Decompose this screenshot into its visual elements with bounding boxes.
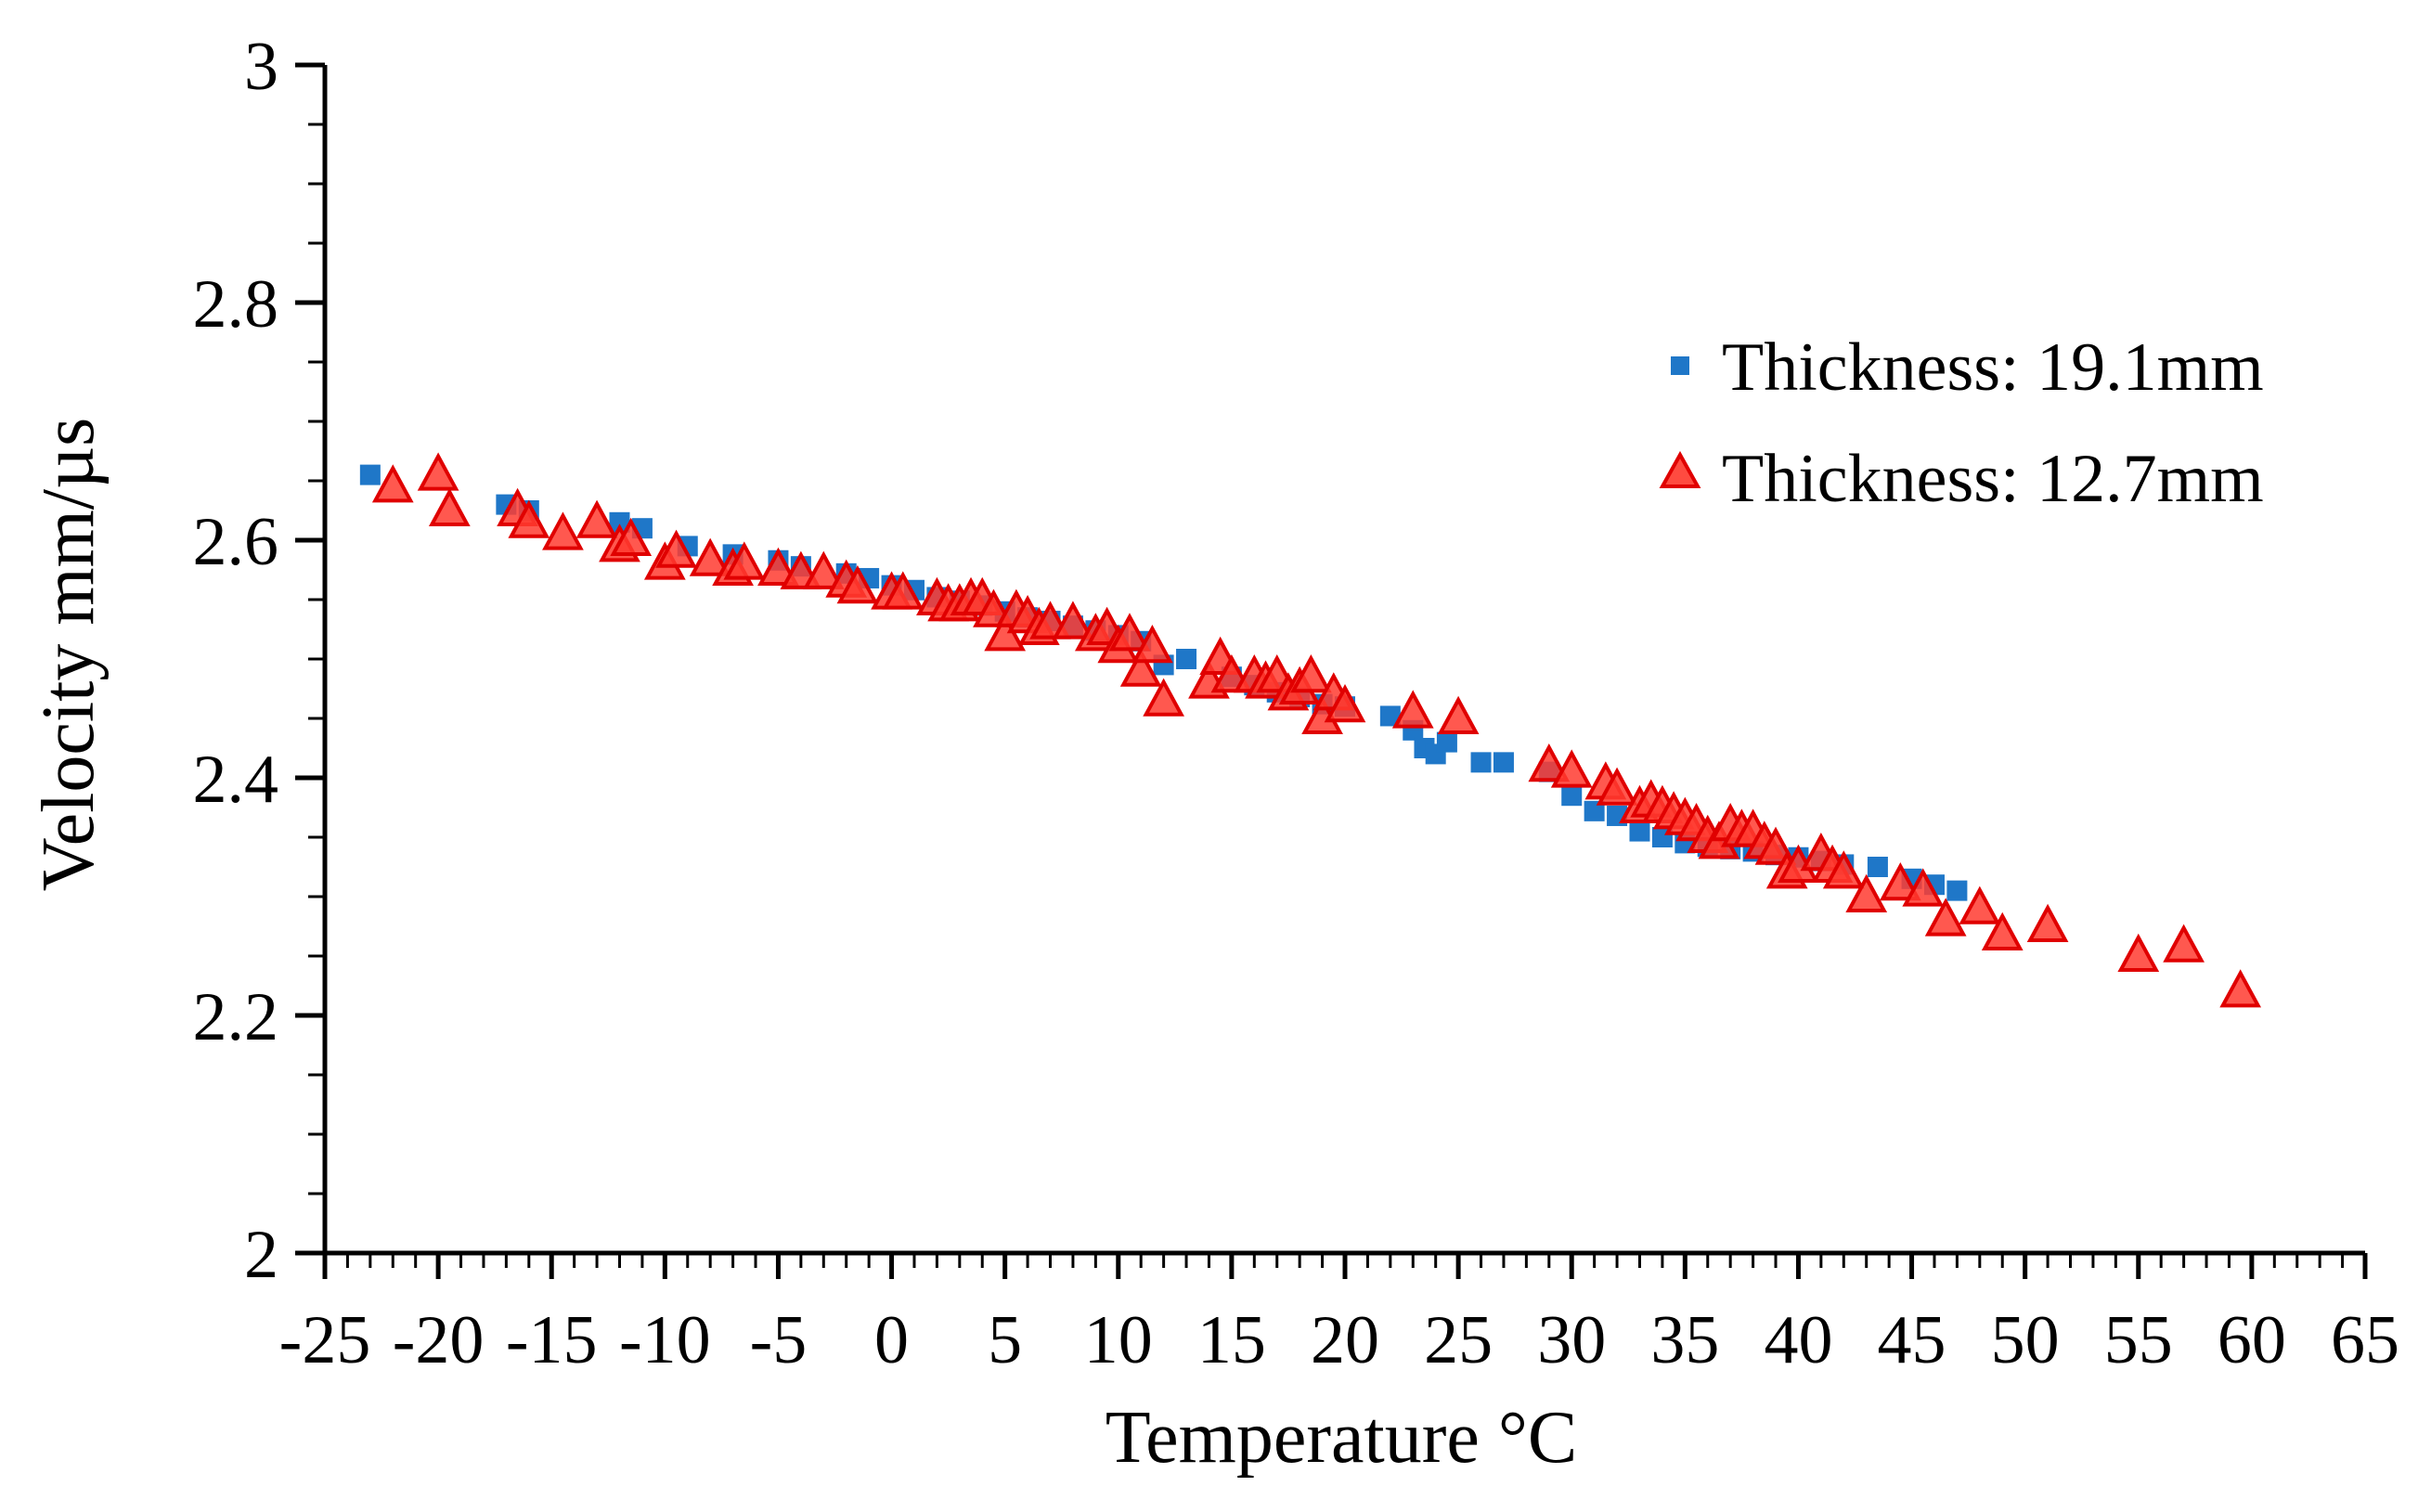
x-tick-label: 5	[988, 1302, 1022, 1378]
point-thickness-12-7mm	[1528, 743, 1571, 782]
x-tick-label: 30	[1537, 1302, 1606, 1378]
x-tick-label: 50	[1991, 1302, 2060, 1378]
x-tick-label: -10	[619, 1302, 711, 1378]
point-thickness-12-7mm	[2163, 924, 2205, 963]
point-thickness-12-7mm	[723, 541, 766, 580]
x-tick-label: 0	[874, 1302, 909, 1378]
x-tick-label: 20	[1311, 1302, 1379, 1378]
point-thickness-12-7mm	[610, 517, 653, 556]
y-tick-label: 2.4	[193, 742, 279, 818]
point-thickness-12-7mm	[1822, 850, 1865, 889]
point-thickness-12-7mm	[371, 464, 414, 503]
point-thickness-12-7mm	[1902, 868, 1945, 907]
point-thickness-12-7mm	[1290, 654, 1332, 693]
point-thickness-12-7mm	[508, 499, 550, 538]
point-thickness-12-7mm	[1119, 648, 1162, 687]
y-axis-title: Velocity mm/µs	[28, 418, 110, 892]
point-thickness-12-7mm	[882, 571, 925, 610]
point-thickness-12-7mm	[575, 499, 618, 538]
point-thickness-19-1mm	[1561, 785, 1583, 807]
point-thickness-19-1mm	[1584, 800, 1605, 821]
point-thickness-19-1mm	[1436, 731, 1457, 753]
point-thickness-12-7mm	[1754, 826, 1797, 865]
y-tick-label: 3	[244, 29, 278, 105]
x-tick-label: -25	[279, 1302, 371, 1378]
point-thickness-12-7mm	[1924, 898, 1967, 937]
y-tick-label: 2.8	[193, 266, 279, 342]
x-tick-label: 65	[2331, 1302, 2399, 1378]
point-thickness-12-7mm	[1324, 684, 1366, 723]
y-tick-label: 2.6	[193, 504, 279, 580]
point-thickness-12-7mm	[836, 565, 879, 604]
point-thickness-12-7mm	[1437, 695, 1480, 734]
point-thickness-19-1mm	[359, 464, 381, 485]
legend-label-thickness-19-1mm: Thickness: 19.1mm	[1722, 330, 2264, 406]
x-tick-label: -15	[506, 1302, 598, 1378]
point-thickness-19-1mm	[1946, 880, 1968, 901]
series-thickness-12-7mm	[371, 452, 2262, 1008]
point-thickness-12-7mm	[1143, 678, 1184, 717]
point-thickness-19-1mm	[609, 511, 630, 533]
x-tick-label: -5	[750, 1302, 808, 1378]
point-thickness-12-7mm	[1391, 690, 1434, 729]
point-thickness-12-7mm	[655, 529, 697, 568]
point-thickness-12-7mm	[1596, 767, 1638, 806]
point-thickness-12-7mm	[542, 511, 584, 550]
point-thickness-19-1mm	[1629, 821, 1650, 842]
legend-marker-thickness-19-1mm	[1671, 356, 1689, 375]
tick-labels: -25 -20 -15 -10 -5 0 5 10 15 20 25 30 35 40 45 50 55 60 65…	[193, 29, 2400, 1378]
point-thickness-12-7mm	[802, 550, 845, 589]
point-thickness-12-7mm	[2026, 903, 2069, 942]
point-thickness-12-7mm	[1981, 911, 2024, 950]
point-thickness-12-7mm	[2117, 933, 2160, 972]
axes	[295, 62, 2368, 1279]
point-thickness-19-1mm	[1176, 649, 1197, 669]
x-tick-label: 40	[1764, 1302, 1832, 1378]
point-thickness-19-1mm	[1470, 752, 1492, 773]
x-tick-label: 10	[1084, 1302, 1153, 1378]
x-tick-label: 15	[1197, 1302, 1266, 1378]
point-thickness-12-7mm	[1550, 749, 1593, 788]
point-thickness-12-7mm	[1131, 625, 1173, 664]
x-tick-label: 55	[2104, 1302, 2173, 1378]
point-thickness-12-7mm	[689, 537, 731, 576]
legend-marker-thickness-12-7mm	[1659, 450, 1701, 488]
x-tick-label: -20	[393, 1302, 485, 1378]
x-tick-label: 60	[2218, 1302, 2286, 1378]
point-thickness-12-7mm	[1845, 873, 1888, 912]
point-thickness-12-7mm	[2219, 969, 2262, 1008]
legend-label-thickness-12-7mm: Thickness: 12.7mm	[1722, 441, 2264, 517]
point-thickness-12-7mm	[1959, 885, 2001, 924]
point-thickness-12-7mm	[428, 487, 471, 526]
legend: Thickness: 19.1mm Thickness: 12.7mm	[1659, 330, 2264, 517]
x-tick-label: 25	[1424, 1302, 1493, 1378]
x-axis-title: Temperature °C	[1106, 1397, 1577, 1479]
point-thickness-19-1mm	[1493, 752, 1514, 773]
y-tick-label: 2.2	[193, 979, 279, 1055]
point-thickness-12-7mm	[417, 452, 459, 491]
point-thickness-12-7mm	[757, 547, 799, 586]
point-thickness-19-1mm	[1379, 705, 1401, 727]
point-thickness-12-7mm	[1879, 862, 1921, 901]
x-tick-label: 35	[1650, 1302, 1719, 1378]
x-tick-label: 45	[1878, 1302, 1946, 1378]
y-tick-label: 2	[244, 1217, 278, 1293]
point-thickness-19-1mm	[1867, 857, 1888, 877]
point-thickness-12-7mm	[1108, 613, 1151, 652]
point-thickness-12-7mm	[1052, 601, 1094, 640]
